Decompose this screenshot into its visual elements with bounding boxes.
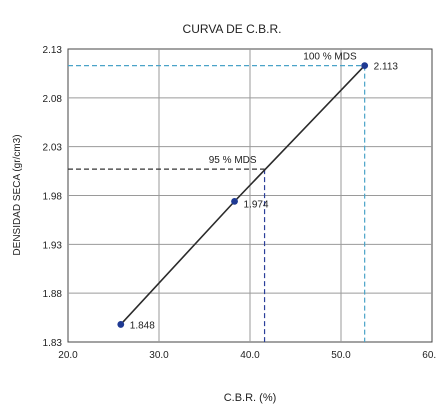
data-label: 2.113: [374, 62, 399, 73]
reference-label: 95 % MDS: [209, 155, 257, 166]
x-tick-label: 20.0: [58, 350, 78, 361]
y-tick-label: 2.08: [43, 94, 63, 105]
x-tick-label: 50.0: [331, 350, 351, 361]
reference-lines: 100 % MDS 95 % MDS: [68, 52, 366, 342]
data-label: 1.848: [130, 320, 155, 331]
x-axis-label: C.B.R. (%): [224, 392, 277, 404]
y-tick-label: 1.83: [43, 338, 63, 349]
data-point: [117, 321, 125, 328]
y-tick-label: 2.03: [43, 143, 63, 154]
y-tick-label: 1.98: [43, 192, 63, 203]
x-tick-label: 60.0: [422, 350, 436, 361]
y-tick-label: 1.88: [43, 289, 63, 300]
grid-lines: [68, 49, 432, 342]
data-series: 1.848 1.974 2.113: [117, 62, 399, 331]
x-tick-label: 30.0: [149, 350, 169, 361]
y-tick-label: 2.13: [43, 45, 63, 56]
chart-title: CURVA DE C.B.R.: [183, 22, 282, 36]
data-label: 1.974: [244, 199, 269, 210]
y-tick-label: 1.93: [43, 240, 63, 251]
reference-label: 100 % MDS: [303, 52, 357, 63]
x-tick-labels: 20.0 30.0 40.0 50.0 60.0: [58, 350, 436, 361]
data-point: [231, 197, 238, 205]
data-point: [361, 62, 369, 70]
y-axis-label: DENSIDAD SECA (gr/cm3): [12, 134, 23, 255]
x-tick-label: 40.0: [240, 350, 260, 361]
y-tick-labels: 1.83 1.88 1.93 1.98 2.03 2.08 2.13: [43, 45, 63, 349]
